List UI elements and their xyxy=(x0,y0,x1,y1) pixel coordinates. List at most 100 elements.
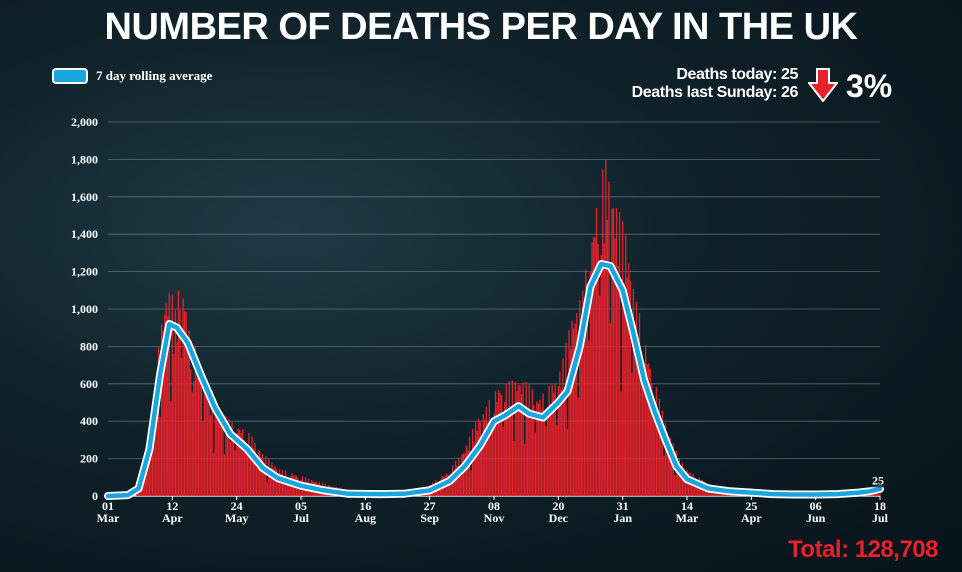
daily-bar xyxy=(157,347,160,496)
daily-bar xyxy=(448,479,451,496)
daily-bar xyxy=(309,487,311,496)
daily-bar xyxy=(553,393,555,496)
daily-bar xyxy=(450,473,452,496)
x-tick-month: Apr xyxy=(162,511,183,525)
daily-bar xyxy=(600,255,602,496)
daily-bar xyxy=(531,388,533,496)
daily-bar xyxy=(517,385,520,496)
daily-bar xyxy=(190,369,192,496)
y-tick-label: 1,000 xyxy=(71,302,98,316)
daily-bar xyxy=(242,429,244,496)
x-tick-month: Nov xyxy=(484,511,505,525)
x-tick-day: 16 xyxy=(359,499,371,513)
daily-bar xyxy=(520,393,523,496)
daily-bar xyxy=(214,397,216,496)
daily-bar xyxy=(666,431,668,496)
x-tick-day: 08 xyxy=(488,499,500,513)
x-tick-day: 01 xyxy=(102,499,114,513)
daily-bar xyxy=(211,390,213,496)
daily-bar xyxy=(683,468,685,496)
x-tick-month: Jul xyxy=(872,511,889,525)
daily-bar xyxy=(508,381,510,496)
daily-bar xyxy=(186,343,189,496)
annotation-box xyxy=(868,473,888,488)
daily-bar xyxy=(577,397,579,496)
y-tick-label: 0 xyxy=(92,489,98,503)
daily-bar xyxy=(638,313,641,496)
daily-bar xyxy=(255,467,258,496)
x-tick-day: 06 xyxy=(810,499,822,513)
daily-bar xyxy=(574,323,576,496)
daily-bar xyxy=(522,382,524,496)
daily-bar xyxy=(280,473,282,496)
daily-bar xyxy=(628,263,630,496)
y-tick-label: 200 xyxy=(80,452,98,466)
daily-bar xyxy=(618,212,621,496)
daily-bar xyxy=(206,401,209,496)
daily-bar xyxy=(487,422,489,496)
daily-bar xyxy=(674,474,676,496)
y-tick-label: 1,800 xyxy=(71,152,98,166)
daily-bar xyxy=(254,443,256,496)
x-tick-month: Dec xyxy=(549,511,569,525)
daily-bar xyxy=(591,242,593,496)
daily-bar xyxy=(565,342,567,496)
daily-bar xyxy=(629,280,631,496)
daily-bar xyxy=(234,450,236,496)
daily-bar xyxy=(536,401,538,496)
daily-bar xyxy=(684,478,687,496)
chart-title: NUMBER OF DEATHS PER DAY IN THE UK xyxy=(104,6,858,48)
x-tick-day: 12 xyxy=(166,499,178,513)
daily-bar xyxy=(651,383,653,496)
daily-bar xyxy=(164,314,166,496)
daily-bar xyxy=(275,469,278,496)
daily-bar xyxy=(274,466,276,496)
daily-bar xyxy=(528,383,530,496)
daily-bar xyxy=(252,448,255,496)
daily-bar xyxy=(603,243,605,496)
daily-bar xyxy=(286,477,288,496)
daily-bar xyxy=(262,453,264,496)
daily-bar xyxy=(602,169,604,496)
daily-bar xyxy=(606,219,609,496)
y-tick-label: 2,000 xyxy=(71,115,98,129)
daily-bar xyxy=(160,324,163,496)
daily-bar xyxy=(229,441,232,496)
daily-bar xyxy=(482,413,484,496)
daily-bar xyxy=(153,419,155,496)
daily-bar xyxy=(236,433,238,496)
daily-bar xyxy=(188,330,190,496)
daily-bar xyxy=(664,423,667,496)
daily-bar xyxy=(545,426,547,496)
x-tick-day: 27 xyxy=(424,499,436,513)
daily-bar xyxy=(566,428,569,496)
daily-bar xyxy=(572,328,575,496)
daily-bar xyxy=(176,341,178,496)
daily-bar xyxy=(258,450,261,496)
daily-bar xyxy=(675,450,677,496)
daily-bar xyxy=(563,387,566,496)
daily-bar xyxy=(667,436,670,496)
daily-bar xyxy=(507,409,509,496)
daily-bar xyxy=(542,393,544,496)
daily-bar xyxy=(611,208,613,497)
daily-bar xyxy=(652,419,654,496)
daily-bar xyxy=(663,455,665,496)
daily-bar xyxy=(485,406,487,496)
deaths-today: Deaths today: 25 xyxy=(676,66,798,83)
daily-bar xyxy=(625,235,627,496)
daily-bar xyxy=(877,493,880,496)
daily-bar xyxy=(263,462,265,496)
daily-bar xyxy=(502,426,504,496)
daily-bar xyxy=(617,265,619,496)
daily-bar xyxy=(622,221,624,496)
total-deaths: Total: 128,708 xyxy=(788,536,938,563)
y-tick-label: 800 xyxy=(80,339,98,353)
daily-bar xyxy=(461,454,463,496)
daily-bar xyxy=(271,462,273,496)
daily-bar xyxy=(576,313,578,496)
deaths-stats: Deaths today: 25 Deaths last Sunday: 26 xyxy=(632,66,799,102)
change-percent: 3% xyxy=(846,68,893,104)
daily-bar xyxy=(568,329,570,496)
daily-bar xyxy=(634,323,636,496)
